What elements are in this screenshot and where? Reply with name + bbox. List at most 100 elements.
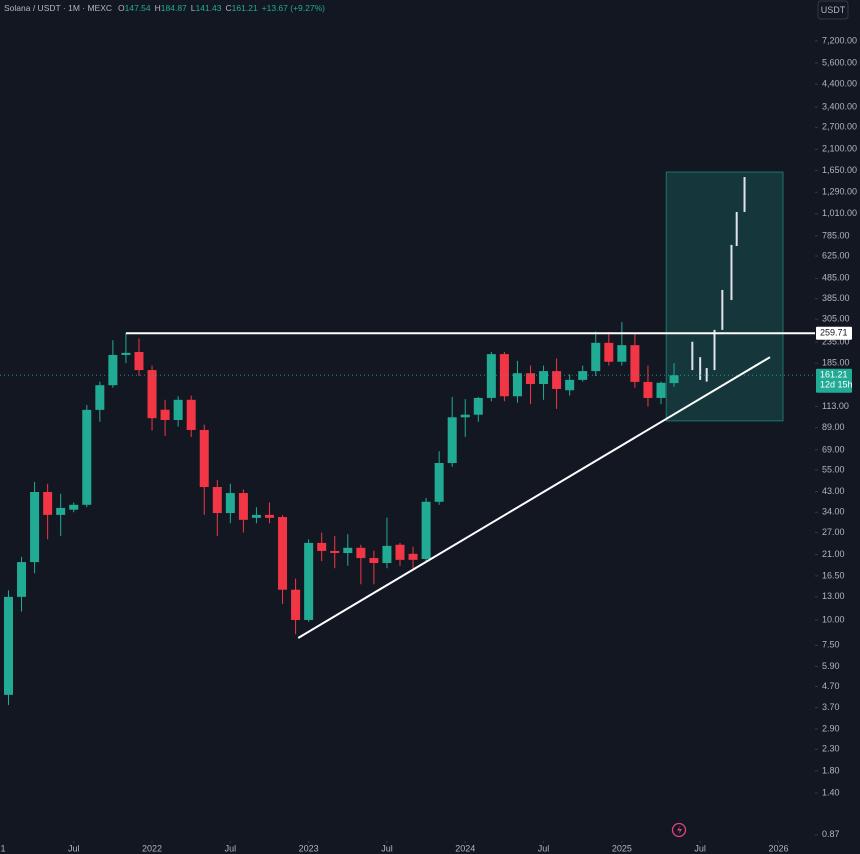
candle-body xyxy=(395,544,405,560)
y-tick-label: 1.40 xyxy=(822,787,840,797)
candle-body xyxy=(447,417,457,463)
candle-body xyxy=(539,371,549,384)
y-tick-label: 13.00 xyxy=(822,591,845,601)
trendline xyxy=(297,356,771,639)
y-tick-label: 4,400.00 xyxy=(822,79,857,89)
x-tick-label: 2024 xyxy=(455,843,475,853)
projection-box xyxy=(665,171,784,422)
candle-body xyxy=(565,379,575,391)
y-tick-label: 1,650.00 xyxy=(822,165,857,175)
candle-body xyxy=(343,547,353,553)
candle-body xyxy=(251,514,261,518)
candle-body xyxy=(630,345,640,382)
y-tick-label: 2.30 xyxy=(822,744,840,754)
y-tick-label: 3.70 xyxy=(822,702,840,712)
y-tick-label: 113.00 xyxy=(822,401,849,411)
y-tick-label: 1.80 xyxy=(822,765,840,775)
candle-body xyxy=(434,462,444,502)
candle-body xyxy=(330,550,340,553)
x-tick-label: Jul xyxy=(694,843,706,853)
x-tick-label: 2025 xyxy=(612,843,632,853)
y-tick-label: 55.00 xyxy=(822,464,845,474)
level-price-label: 259.71 xyxy=(820,328,848,338)
candle-body xyxy=(43,491,53,515)
y-tick-label: 625.00 xyxy=(822,250,850,260)
candle-body xyxy=(56,507,66,515)
candle-body xyxy=(604,342,614,362)
candle-body xyxy=(591,342,601,372)
axis-layer: 7,200.00 5,600.00 4,400.00 3,400.00 2,700.00… xyxy=(0,35,857,853)
candle-body xyxy=(108,354,118,386)
y-tick-label: 785.00 xyxy=(822,230,850,240)
candle-body xyxy=(212,486,222,514)
candle-body xyxy=(95,385,105,410)
candle-body xyxy=(656,382,666,398)
x-tick-label: 2023 xyxy=(299,843,319,853)
countdown-label: 12d 15h xyxy=(820,380,853,390)
x-tick-label: Jul xyxy=(225,843,237,853)
candle-body xyxy=(30,491,40,563)
y-tick-label: 10.00 xyxy=(822,614,845,624)
candle-body xyxy=(291,589,301,620)
candle-body xyxy=(486,354,496,398)
y-tick-label: 1,010.00 xyxy=(822,208,857,218)
y-tick-label: 16.50 xyxy=(822,570,845,580)
symbol-title: Solana / USDT · 1M · MEXC xyxy=(4,3,113,13)
replay-icon[interactable] xyxy=(671,822,687,838)
candle-body xyxy=(134,352,144,371)
low-value: 141.43 xyxy=(195,3,222,13)
y-tick-label: 2,700.00 xyxy=(822,122,857,132)
y-tick-label: 5,600.00 xyxy=(822,57,857,67)
candle-body xyxy=(552,371,562,389)
candle-body xyxy=(238,493,248,520)
candle-body xyxy=(17,562,27,597)
candle-body xyxy=(617,345,627,362)
candle-body xyxy=(460,414,470,418)
y-tick-label: 7,200.00 xyxy=(822,35,857,45)
low-prefix: L xyxy=(190,3,196,13)
y-tick-label: 21.00 xyxy=(822,549,845,559)
candle-body xyxy=(356,547,366,559)
candle-body xyxy=(160,409,170,420)
candle-body xyxy=(173,399,183,420)
currency-box[interactable] xyxy=(817,0,849,20)
open-prefix: O xyxy=(118,3,125,13)
candle-body xyxy=(278,517,288,590)
y-tick-label: 305.00 xyxy=(822,314,850,324)
close-value: 161.21 xyxy=(231,3,258,13)
candle-body xyxy=(225,493,235,514)
drawing-layer xyxy=(665,171,784,422)
candle-body xyxy=(317,542,327,551)
candle-body xyxy=(369,558,379,564)
candle-body xyxy=(421,501,431,559)
candle-body xyxy=(473,397,483,415)
candle-body xyxy=(526,373,536,384)
close-prefix: C xyxy=(225,3,232,13)
current-price-box xyxy=(816,368,852,393)
current-price-label: 161.21 xyxy=(820,370,848,380)
icon-bolt xyxy=(677,825,682,835)
candle-body xyxy=(69,504,79,510)
open-value: 147.54 xyxy=(124,3,151,13)
candle-body xyxy=(304,542,314,620)
high-prefix: H xyxy=(154,3,161,13)
y-tick-label: 27.00 xyxy=(822,527,845,537)
y-tick-label: 1,290.00 xyxy=(822,187,857,197)
x-tick-label: Jul xyxy=(381,843,393,853)
candle-body xyxy=(408,553,418,560)
candle-body xyxy=(264,514,274,518)
y-tick-label: 235.00 xyxy=(822,336,850,346)
level-price-box xyxy=(816,326,852,340)
change-value: +13.67 (+9.27%) xyxy=(261,3,325,13)
candle-body xyxy=(121,352,131,355)
x-tick-label: 2026 xyxy=(768,843,788,853)
y-tick-label: 69.00 xyxy=(822,444,845,454)
line-layer xyxy=(0,177,815,639)
candle-body xyxy=(578,371,588,380)
x-tick-label: 2022 xyxy=(142,843,162,853)
icon-ring xyxy=(671,822,687,838)
candle-body xyxy=(147,370,157,419)
candle-body xyxy=(382,545,392,564)
y-tick-label: 7.50 xyxy=(822,640,840,650)
